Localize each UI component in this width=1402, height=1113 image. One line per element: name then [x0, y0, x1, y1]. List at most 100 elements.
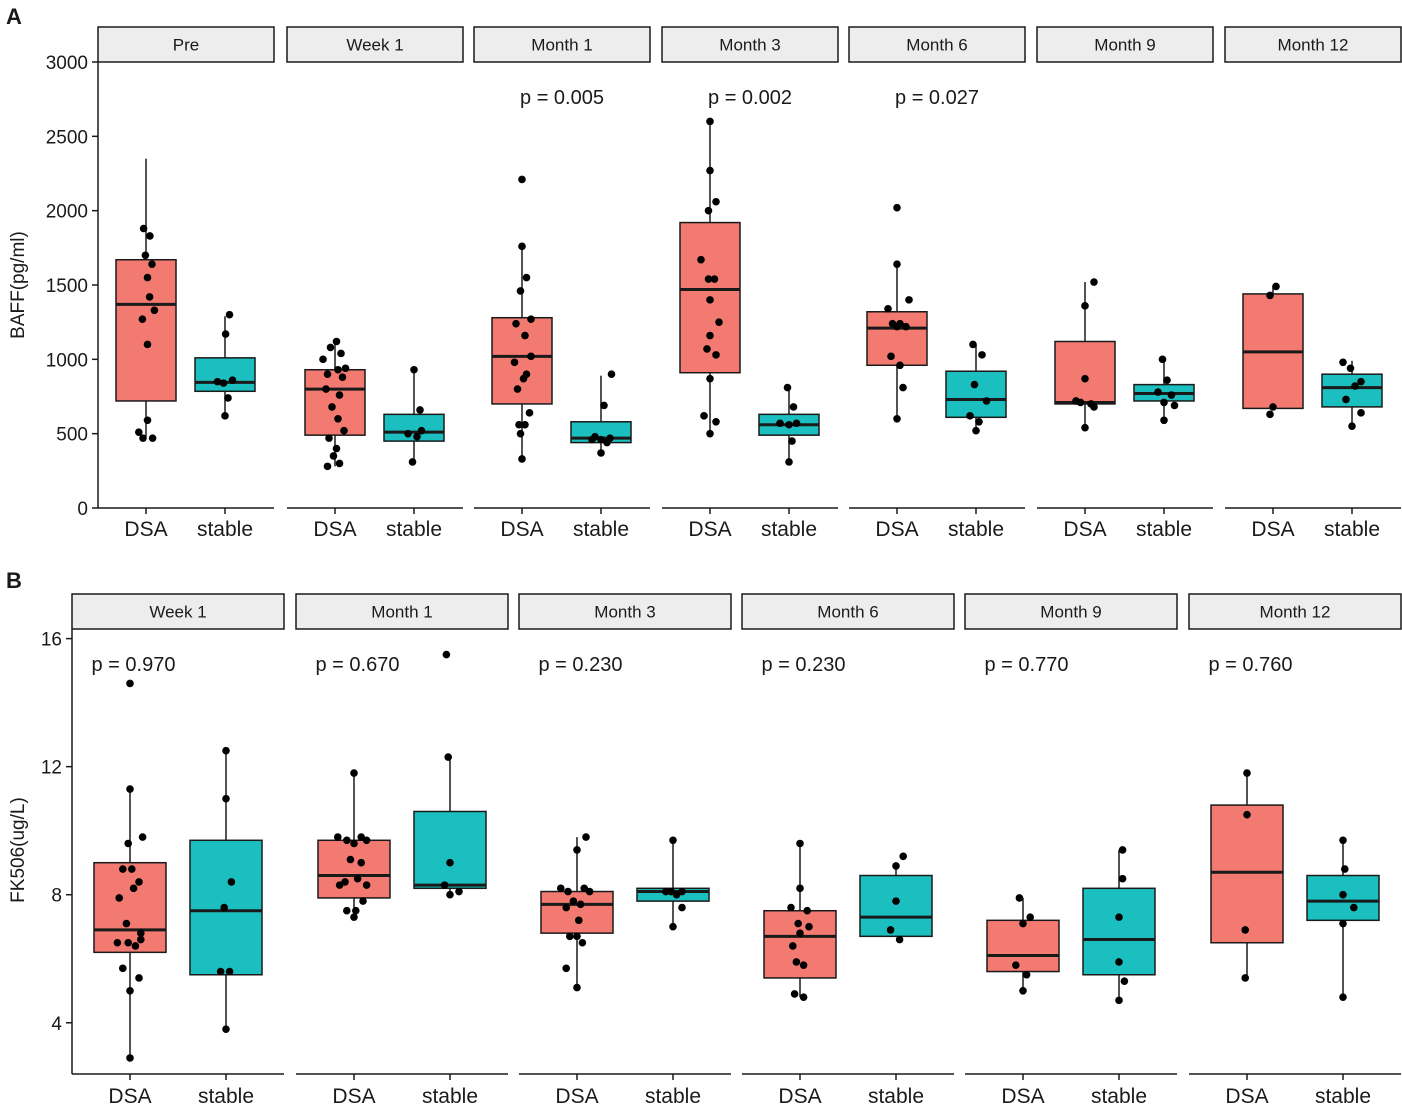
data-point [564, 887, 572, 896]
data-point [1115, 958, 1123, 966]
data-point [444, 753, 453, 761]
data-point [221, 412, 229, 420]
data-point [573, 932, 581, 941]
x-category-label: DSA [332, 1085, 375, 1108]
x-category-label: stable [761, 518, 817, 541]
data-point [337, 349, 345, 358]
data-point [704, 206, 713, 215]
data-point [515, 420, 523, 429]
data-point [510, 358, 519, 367]
data-point [790, 990, 799, 998]
data-point [896, 361, 904, 370]
data-point [893, 322, 901, 331]
data-point [573, 983, 581, 992]
data-point [1241, 926, 1249, 934]
data-point [975, 417, 983, 426]
data-point [704, 275, 713, 283]
data-point [1090, 278, 1098, 286]
data-point [113, 938, 122, 947]
data-point [228, 376, 237, 384]
data-point [518, 455, 526, 463]
p-value-label: p = 0.670 [315, 654, 399, 676]
data-point [519, 374, 528, 383]
data-point [796, 929, 804, 937]
data-point [527, 315, 535, 323]
p-value-label: p = 0.005 [520, 87, 604, 109]
data-point [1167, 391, 1176, 399]
data-point [143, 416, 152, 425]
data-point [124, 839, 132, 848]
data-point [600, 401, 608, 410]
facet-strip-label: Month 12 [1278, 36, 1349, 55]
data-point [1081, 374, 1089, 383]
data-point [416, 406, 424, 414]
data-point [1243, 810, 1251, 819]
data-point [700, 412, 708, 420]
data-point [1160, 398, 1168, 407]
data-point [887, 352, 895, 361]
data-point [129, 884, 138, 893]
data-point [413, 432, 421, 441]
data-point [516, 287, 525, 295]
facet-strip [295, 593, 509, 630]
data-point [706, 429, 714, 438]
facet-strip [1188, 593, 1402, 630]
data-point [899, 852, 907, 861]
x-category-label: stable [197, 518, 253, 541]
data-point [455, 887, 463, 896]
data-point [706, 331, 714, 340]
facet-strip [473, 26, 651, 63]
x-category-label: stable [645, 1085, 701, 1108]
p-value-label: p = 0.770 [984, 654, 1068, 676]
x-category-label: stable [948, 518, 1004, 541]
data-point [893, 260, 901, 268]
data-point [362, 836, 371, 845]
data-point [569, 897, 578, 905]
data-point [138, 315, 147, 323]
data-point [122, 919, 131, 928]
box-dsa [317, 839, 391, 899]
data-point [359, 897, 367, 905]
data-point [346, 855, 355, 864]
data-point [335, 391, 344, 399]
data-point [562, 903, 570, 912]
data-point [792, 958, 801, 966]
data-point [1026, 913, 1034, 921]
data-point [350, 913, 358, 921]
data-point [1243, 769, 1251, 777]
p-value-label: p = 0.970 [91, 654, 175, 676]
data-point [516, 429, 525, 438]
x-category-label: DSA [124, 518, 167, 541]
data-point [978, 351, 986, 359]
data-point [1266, 291, 1274, 300]
data-point [139, 224, 148, 233]
data-point [573, 846, 581, 854]
data-point [575, 916, 583, 925]
y-tick-label: 3000 [46, 53, 88, 74]
data-point [697, 255, 705, 264]
facet-strip [848, 26, 1026, 63]
data-point [1351, 382, 1359, 390]
x-category-label: stable [386, 518, 442, 541]
data-point [805, 922, 813, 931]
data-point [440, 881, 449, 889]
data-point [126, 679, 134, 688]
data-point [799, 993, 808, 1001]
data-point [334, 833, 342, 841]
data-point [1012, 961, 1020, 969]
data-point [1022, 970, 1031, 979]
data-point [970, 380, 979, 389]
data-point [334, 415, 342, 423]
x-category-label: DSA [108, 1085, 151, 1108]
facet-strip [286, 26, 464, 63]
data-point [357, 858, 366, 867]
data-point [706, 374, 714, 383]
data-point [119, 964, 127, 973]
data-point [1115, 913, 1123, 921]
x-category-label: DSA [778, 1085, 821, 1108]
data-point [119, 865, 127, 873]
data-point [706, 166, 714, 175]
data-point [148, 260, 156, 268]
panel-letter-b: B [6, 568, 22, 593]
